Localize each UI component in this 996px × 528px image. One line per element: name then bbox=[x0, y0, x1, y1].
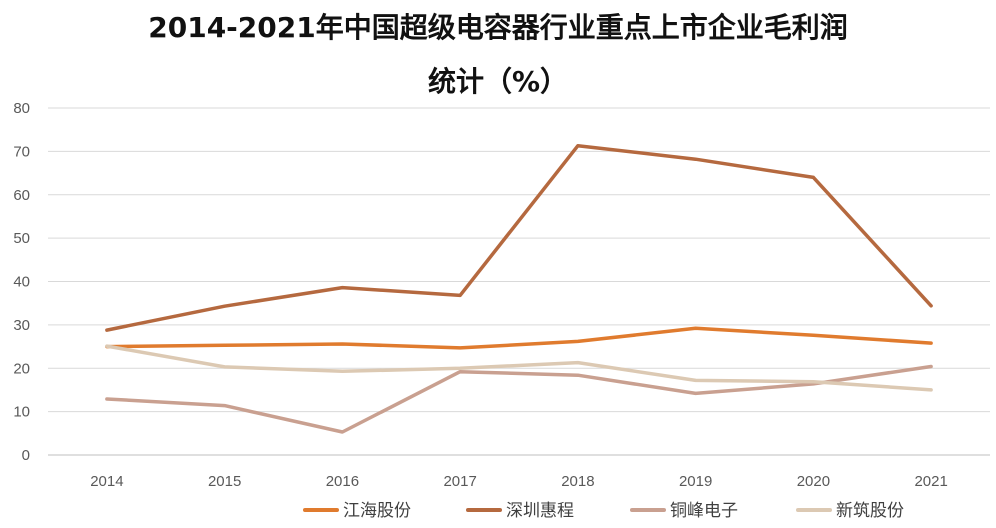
y-tick-label: 60 bbox=[13, 187, 30, 204]
y-tick-label: 70 bbox=[13, 143, 30, 160]
x-tick-label: 2021 bbox=[914, 473, 947, 490]
series-line bbox=[105, 143, 933, 332]
y-tick-label: 20 bbox=[13, 360, 30, 377]
legend-label: 深圳惠程 bbox=[506, 501, 574, 521]
x-tick-label: 2019 bbox=[679, 473, 712, 490]
x-tick-label: 2017 bbox=[443, 473, 476, 490]
y-tick-label: 10 bbox=[13, 404, 30, 421]
chart-title-line1: 2014-2021年中国超级电容器行业重点上市企业毛利润 bbox=[148, 11, 848, 44]
y-tick-label: 50 bbox=[13, 230, 30, 247]
series-line bbox=[105, 364, 933, 434]
x-tick-label: 2018 bbox=[561, 473, 594, 490]
y-tick-label: 30 bbox=[13, 317, 30, 334]
series-line bbox=[105, 326, 933, 350]
legend-label: 江海股份 bbox=[343, 501, 411, 521]
chart-title-line2: 统计（%） bbox=[427, 65, 569, 98]
y-tick-label: 80 bbox=[13, 100, 30, 117]
legend-label: 新筑股份 bbox=[836, 501, 904, 521]
y-tick-label: 0 bbox=[22, 447, 30, 464]
y-tick-label: 40 bbox=[13, 274, 30, 291]
x-tick-label: 2020 bbox=[797, 473, 830, 490]
x-tick-label: 2014 bbox=[90, 473, 123, 490]
x-tick-label: 2015 bbox=[208, 473, 241, 490]
legend-label: 铜峰电子 bbox=[670, 501, 738, 521]
series-line bbox=[105, 344, 933, 392]
x-tick-label: 2016 bbox=[326, 473, 359, 490]
